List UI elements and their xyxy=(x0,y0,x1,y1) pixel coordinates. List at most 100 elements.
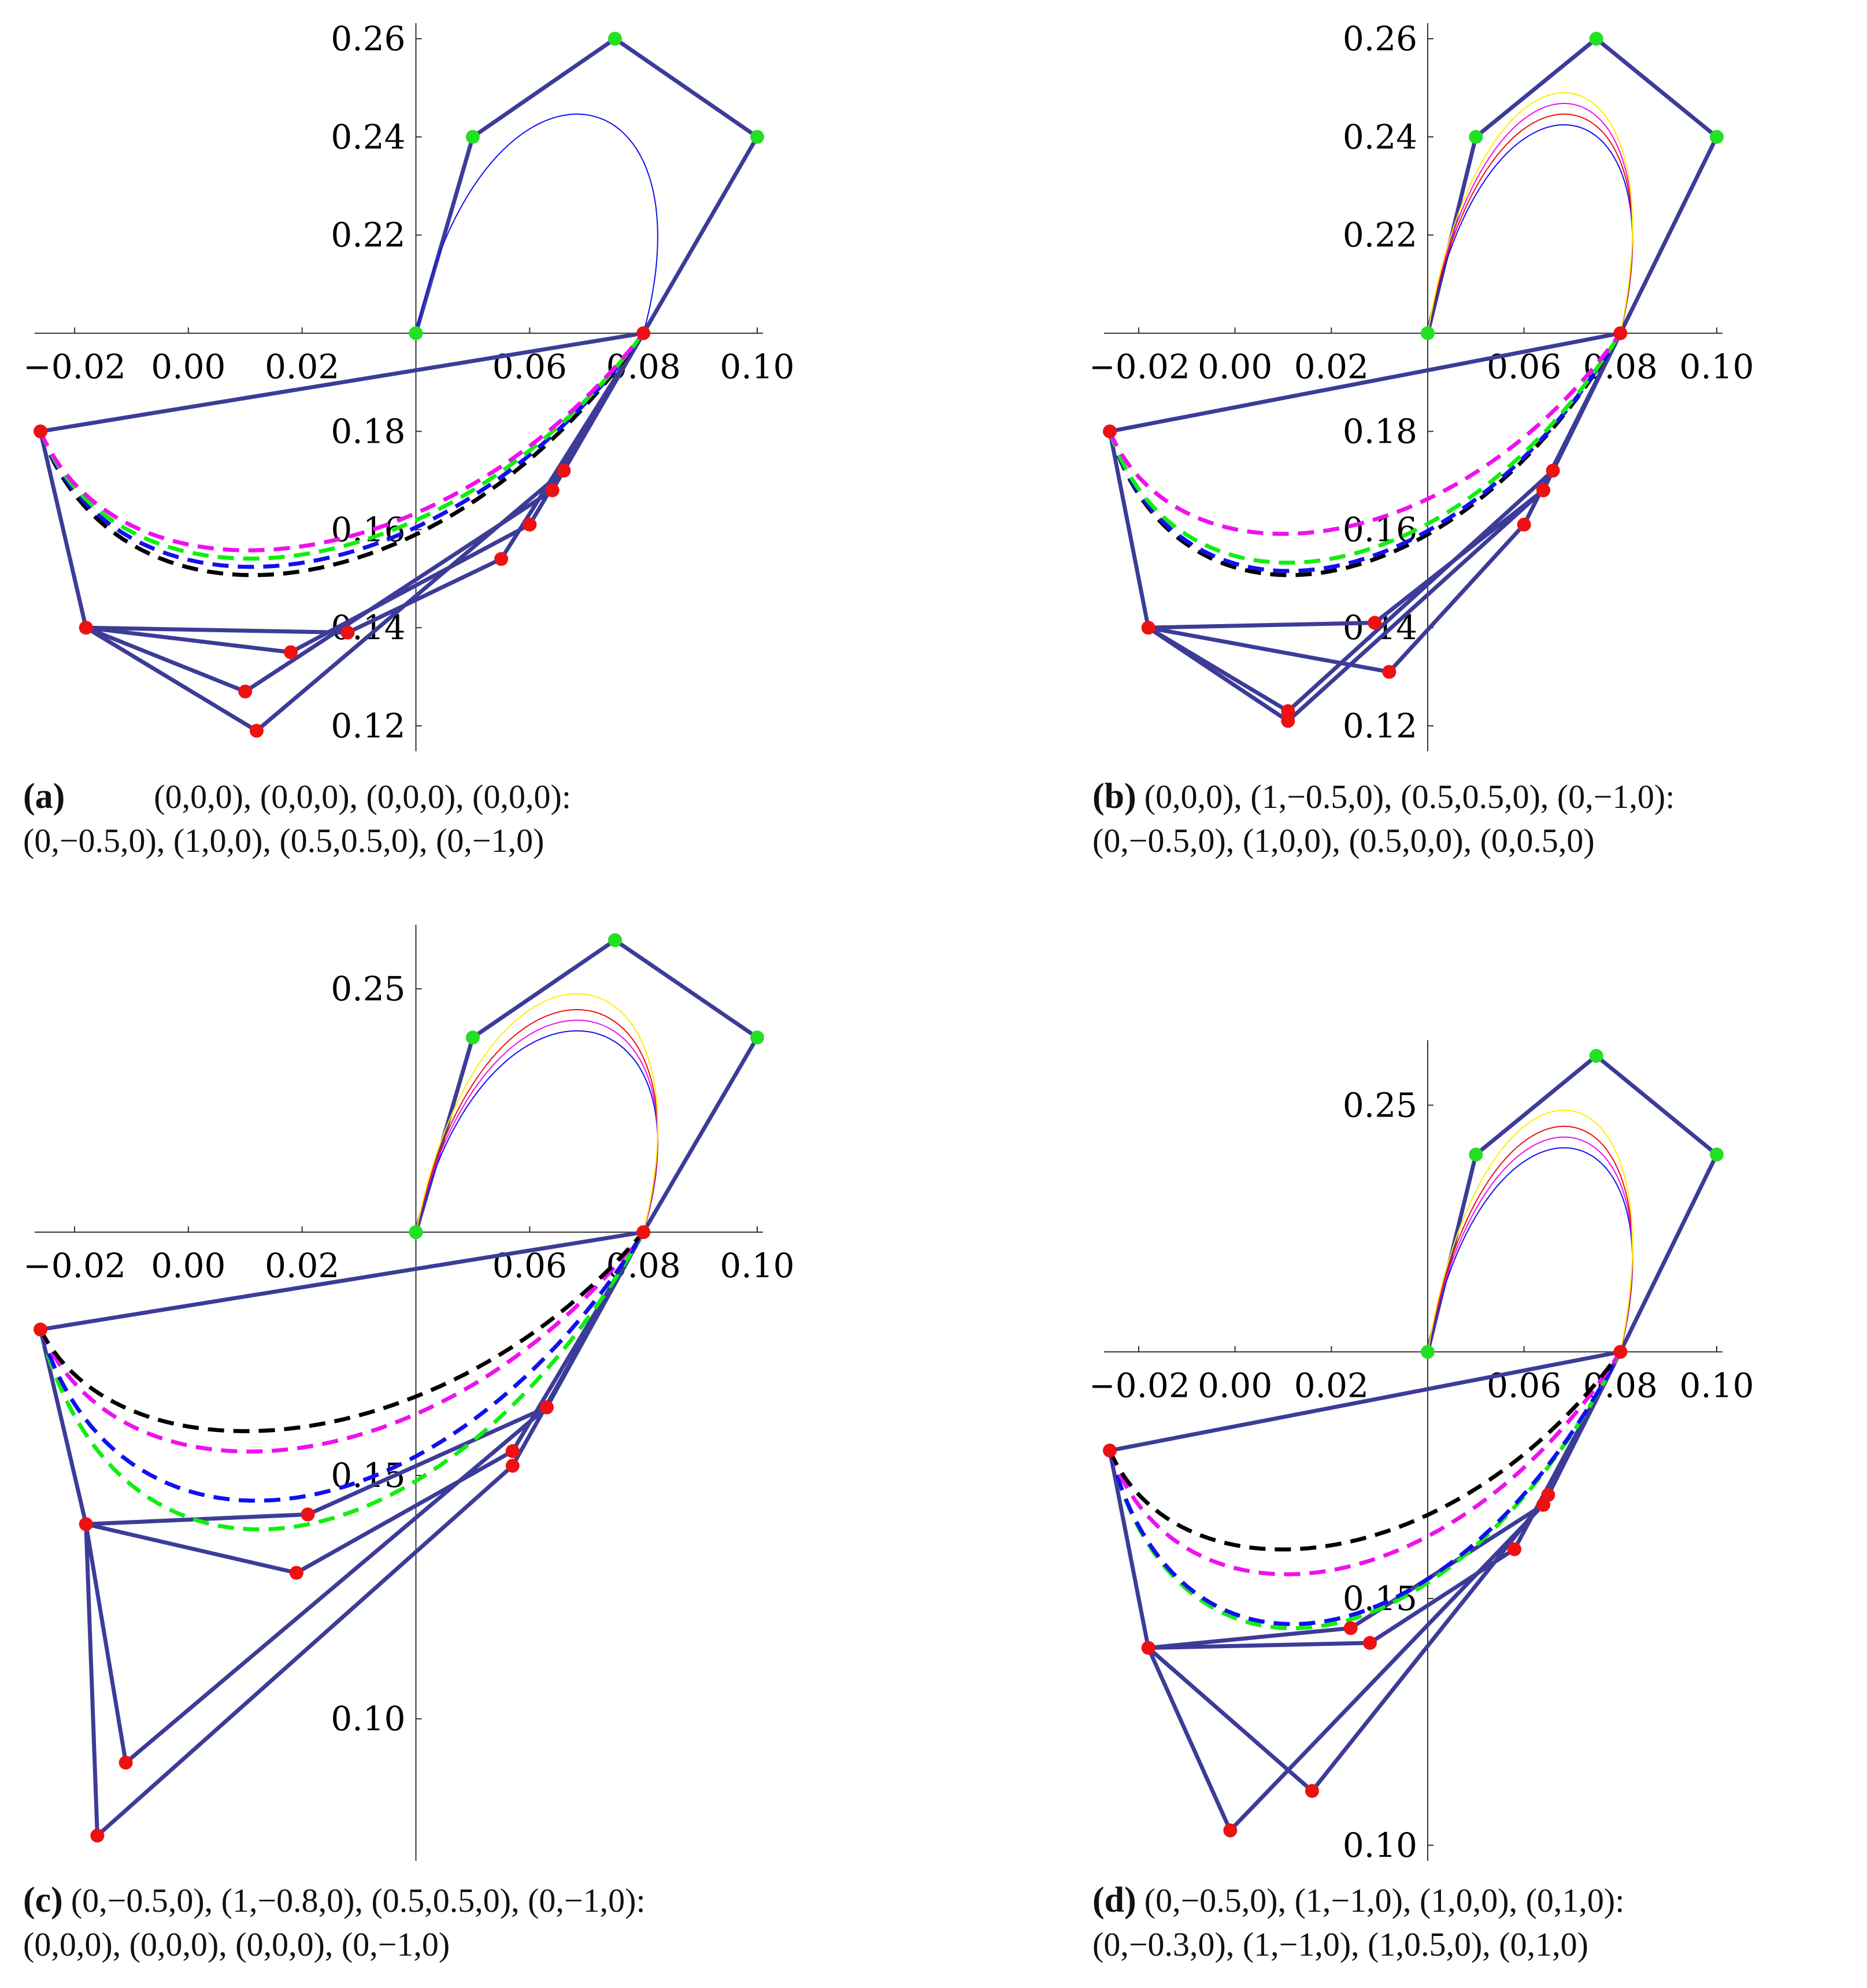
y-tick-label: 0.25 xyxy=(331,969,405,1008)
top-curve-0 xyxy=(415,113,658,333)
dashed-curve-0 xyxy=(38,332,646,577)
x-tick-label: −0.02 xyxy=(23,1246,126,1285)
chart-svg-d: −0.02 0.00 0.02 0.06 0.08 0.100.100.150.25 xyxy=(1092,1040,1754,1861)
x-tick-label: 0.02 xyxy=(265,1246,339,1285)
top-control-point xyxy=(1710,1147,1724,1162)
bottom-control-point xyxy=(79,621,93,635)
caption-b-line1: (0,0,0), (1,−0.5,0), (0.5,0.5,0), (0,−1,… xyxy=(1144,778,1675,815)
bottom-control-point xyxy=(545,483,560,498)
caption-d: (d) (0,−0.5,0), (1,−1,0), (1,0,0), (0,1,0… xyxy=(1092,1878,1624,1967)
y-tick-label: 0.18 xyxy=(331,411,405,451)
caption-a-line1: (0,0,0), (0,0,0), (0,0,0), (0,0,0): xyxy=(154,778,571,815)
bottom-control-point xyxy=(1536,483,1550,498)
y-tick-label: 0.10 xyxy=(331,1699,405,1738)
top-curve-0 xyxy=(1427,1147,1633,1352)
top-control-polygon xyxy=(414,36,760,335)
bottom-branch-0 xyxy=(84,1231,646,1765)
caption-a-line2: (0,−0.5,0), (1,0,0), (0.5,0.5,0), (0,−1,… xyxy=(23,822,544,859)
caption-d-label: (d) xyxy=(1092,1881,1136,1920)
top-control-point xyxy=(1710,129,1724,144)
top-control-point xyxy=(1421,326,1435,340)
bottom-control-point xyxy=(636,326,651,340)
bottom-control-point xyxy=(1141,621,1155,635)
y-tick-label: 0.22 xyxy=(1343,216,1417,255)
top-curve-0 xyxy=(1427,124,1633,333)
caption-d-line2: (0,−0.3,0), (1,−1,0), (1,0.5,0), (0,1,0) xyxy=(1092,1926,1588,1963)
x-tick-label: 0.10 xyxy=(1679,347,1754,387)
y-tick-label: 0.22 xyxy=(331,216,405,255)
bottom-control-point xyxy=(1103,1444,1117,1457)
bottom-control-point xyxy=(1368,615,1382,630)
chart-svg-a: −0.02 0.00 0.02 0.06 0.08 0.100.120.140.160.1… xyxy=(23,19,795,751)
dashed-curve-3 xyxy=(38,1230,645,1433)
caption-a-label: (a) xyxy=(23,777,65,816)
bottom-control-point xyxy=(90,1828,105,1843)
x-tick-label: 0.10 xyxy=(720,347,794,387)
top-curve-1 xyxy=(1427,1136,1633,1352)
bottom-control-point xyxy=(249,724,264,738)
bottom-control-point xyxy=(79,1517,93,1531)
bottom-control-point xyxy=(636,1225,651,1240)
chart-panel-b: −0.02 0.00 0.02 0.06 0.08 0.10 0.12 0.14 0.16 0.1… xyxy=(1092,12,1855,890)
caption-c: (c) (0,−0.5,0), (1,−0.8,0), (0.5,0.5,0), … xyxy=(23,1878,646,1967)
bottom-control-point xyxy=(238,684,253,699)
x-tick-label: 0.08 xyxy=(1583,347,1658,387)
top-curve-3 xyxy=(415,993,658,1233)
caption-a: (a) (0,0,0), (0,0,0), (0,0,0), (0,0,0): (… xyxy=(23,774,571,863)
bottom-control-point xyxy=(523,517,537,532)
top-control-polygon xyxy=(1425,36,1719,335)
x-tick-label: 0.00 xyxy=(1198,347,1272,387)
top-control-point xyxy=(1589,1049,1603,1063)
top-control-point xyxy=(1589,31,1603,46)
top-control-point xyxy=(1469,1147,1483,1162)
bottom-control-point xyxy=(1103,424,1117,439)
bottom-branch-3 xyxy=(86,332,646,635)
x-tick-label: 0.02 xyxy=(1294,1366,1369,1405)
top-curve-1 xyxy=(415,1019,658,1233)
bottom-control-point xyxy=(1281,714,1295,728)
top-curve-3 xyxy=(1427,92,1633,333)
chart-svg-b: −0.02 0.00 0.02 0.06 0.08 0.100.120.140.160.1… xyxy=(1092,19,1754,751)
top-control-point xyxy=(409,1225,423,1240)
x-tick-label: 0.02 xyxy=(1294,347,1369,387)
x-tick-label: 0.10 xyxy=(720,1246,794,1285)
top-control-point xyxy=(409,326,423,340)
top-control-polygon xyxy=(414,938,760,1233)
y-tick-label: 0.24 xyxy=(1343,117,1417,157)
y-tick-label: 0.12 xyxy=(331,706,405,746)
top-curve-1 xyxy=(1427,102,1633,333)
y-tick-label: 0.26 xyxy=(1343,19,1417,58)
top-curve-2 xyxy=(1427,113,1633,333)
bottom-control-point xyxy=(1536,1497,1550,1512)
bottom-control-point xyxy=(539,1400,554,1415)
bottom-control-point xyxy=(494,552,509,566)
bottom-branch-3 xyxy=(1148,332,1622,630)
y-tick-label: 0.26 xyxy=(331,19,405,58)
chart-panel-d: −0.02 0.00 0.02 0.06 0.08 0.10 0.10 0.15 0.25 (d… xyxy=(1092,1034,1855,1982)
x-tick-label: 0.02 xyxy=(265,347,339,387)
bottom-control-point xyxy=(34,424,47,439)
top-control-point xyxy=(1469,129,1483,144)
caption-b: (b) (0,0,0), (1,−0.5,0), (0.5,0.5,0), (0,… xyxy=(1092,774,1675,863)
bottom-control-point xyxy=(1305,1784,1319,1798)
top-control-polygon xyxy=(1425,1054,1719,1353)
dashed-curve-1 xyxy=(38,1231,646,1503)
top-control-point xyxy=(607,31,622,46)
top-curve-2 xyxy=(415,1008,658,1233)
top-control-point xyxy=(750,129,764,144)
top-control-point xyxy=(750,1030,764,1045)
caption-b-line2: (0,−0.5,0), (1,0,0), (0.5,0,0), (0,0.5,0… xyxy=(1092,822,1595,859)
bottom-control-point xyxy=(289,1566,303,1580)
bottom-control-point xyxy=(1343,1621,1358,1635)
x-tick-label: −0.02 xyxy=(1092,347,1190,387)
dashed-curve-2 xyxy=(38,332,645,561)
chart-panel-a: −0.02 0.00 0.02 0.06 0.08 0.10 0.12 0.14 0.16 0.1… xyxy=(23,12,890,890)
top-curve-2 xyxy=(1427,1125,1633,1352)
x-tick-label: 0.00 xyxy=(1198,1366,1272,1405)
bottom-control-point xyxy=(1507,1542,1521,1556)
caption-c-line1: (0,−0.5,0), (1,−0.8,0), (0.5,0.5,0), (0,… xyxy=(71,1882,646,1919)
bottom-branch-2 xyxy=(85,1231,646,1575)
bottom-control-point xyxy=(1363,1635,1377,1650)
x-tick-label: 0.10 xyxy=(1679,1366,1754,1405)
bottom-control-point xyxy=(1613,326,1628,340)
